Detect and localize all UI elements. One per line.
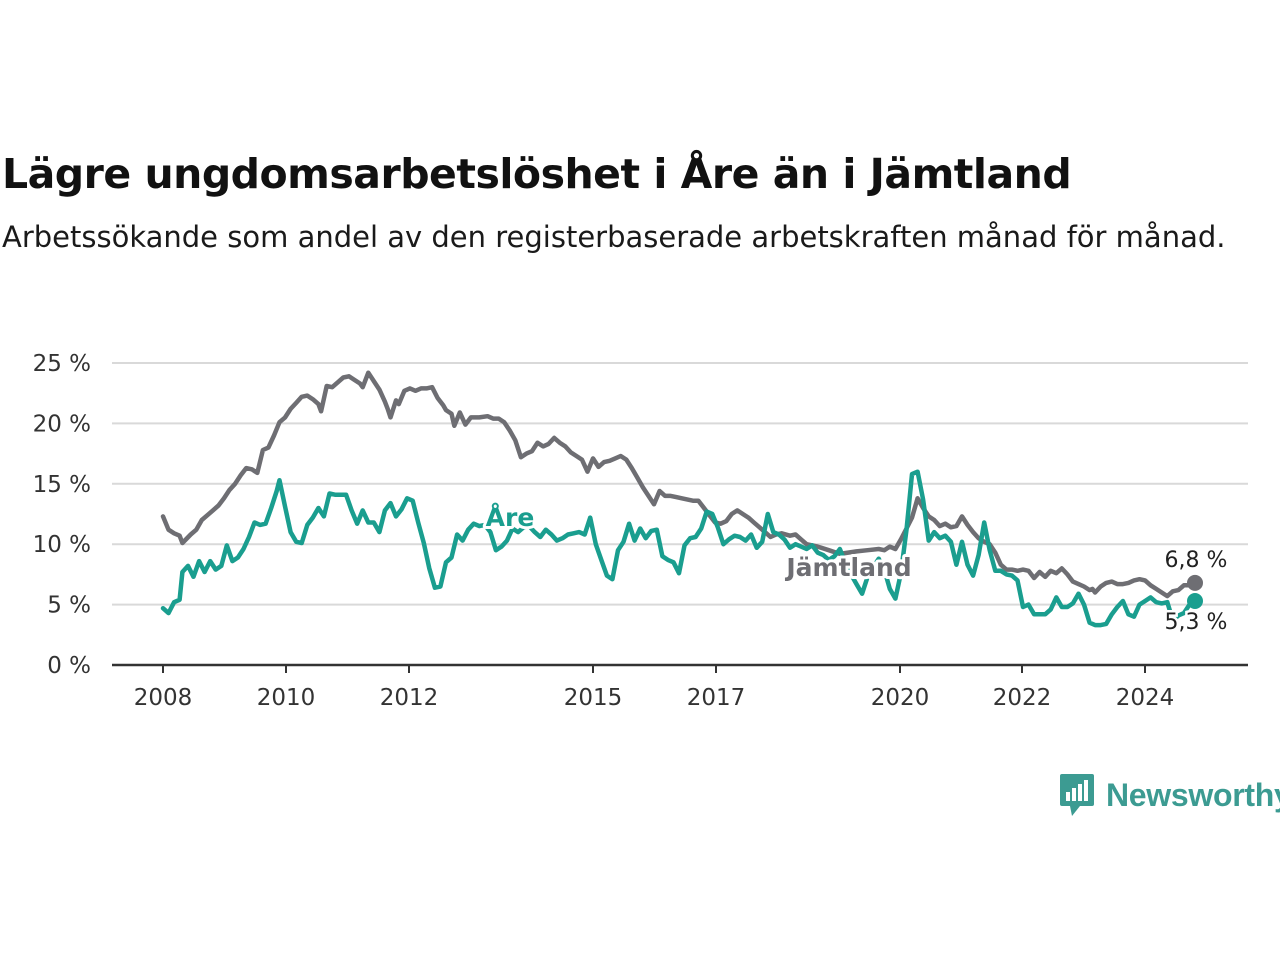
end-value-label-are: 5,3 % <box>1165 610 1228 635</box>
series-label-are: Åre <box>486 503 535 532</box>
series-lines <box>160 370 1203 628</box>
x-tick-label: 2017 <box>687 685 746 711</box>
end-value-label-jamtland: 6,8 % <box>1165 548 1228 573</box>
series-line-jamtland <box>160 370 1198 599</box>
x-tick-label: 2012 <box>380 685 439 711</box>
x-tick-label: 2015 <box>564 685 623 711</box>
y-axis: 0 % 5 % 10 % 15 % 20 % 25 % <box>33 351 91 679</box>
y-tick-label: 15 % <box>33 472 91 498</box>
line-chart: 0 %5 %10 %15 %20 %25 % 2008 2010 2012 2015 2… <box>33 351 1248 711</box>
chart-title: Lägre ungdomsarbetslöshet i Åre än i Jäm… <box>2 150 1072 198</box>
x-tick-label: 2010 <box>257 685 316 711</box>
x-tick-label: 2008 <box>134 685 193 711</box>
x-axis: 2008 2010 2012 2015 2017 2020 2022 2024 <box>112 663 1248 711</box>
x-tick-label: 2022 <box>993 685 1052 711</box>
chart-subtitle: Arbetssökande som andel av den registerb… <box>2 220 1226 254</box>
y-tick-label: 10 % <box>33 532 91 558</box>
newsworthy-logo-icon <box>1060 774 1094 816</box>
series-label-jamtland: Jämtland <box>784 553 911 582</box>
y-tick-label: 25 % <box>33 351 91 377</box>
series-labels: Jämtland Åre 6,8 % 5,3 % <box>483 500 1230 638</box>
y-tick-label: 0 % <box>47 653 91 679</box>
series-line-are <box>160 469 1198 628</box>
end-point-marker <box>1187 592 1203 609</box>
brand-name: Newsworthy <box>1106 776 1280 813</box>
y-tick-label: 20 % <box>33 411 91 437</box>
y-tick-label: 5 % <box>47 593 91 619</box>
brand-logo: Newsworthy <box>1060 772 1280 818</box>
end-point-marker <box>1187 574 1203 591</box>
x-tick-label: 2024 <box>1116 685 1175 711</box>
x-tick-label: 2020 <box>871 685 930 711</box>
